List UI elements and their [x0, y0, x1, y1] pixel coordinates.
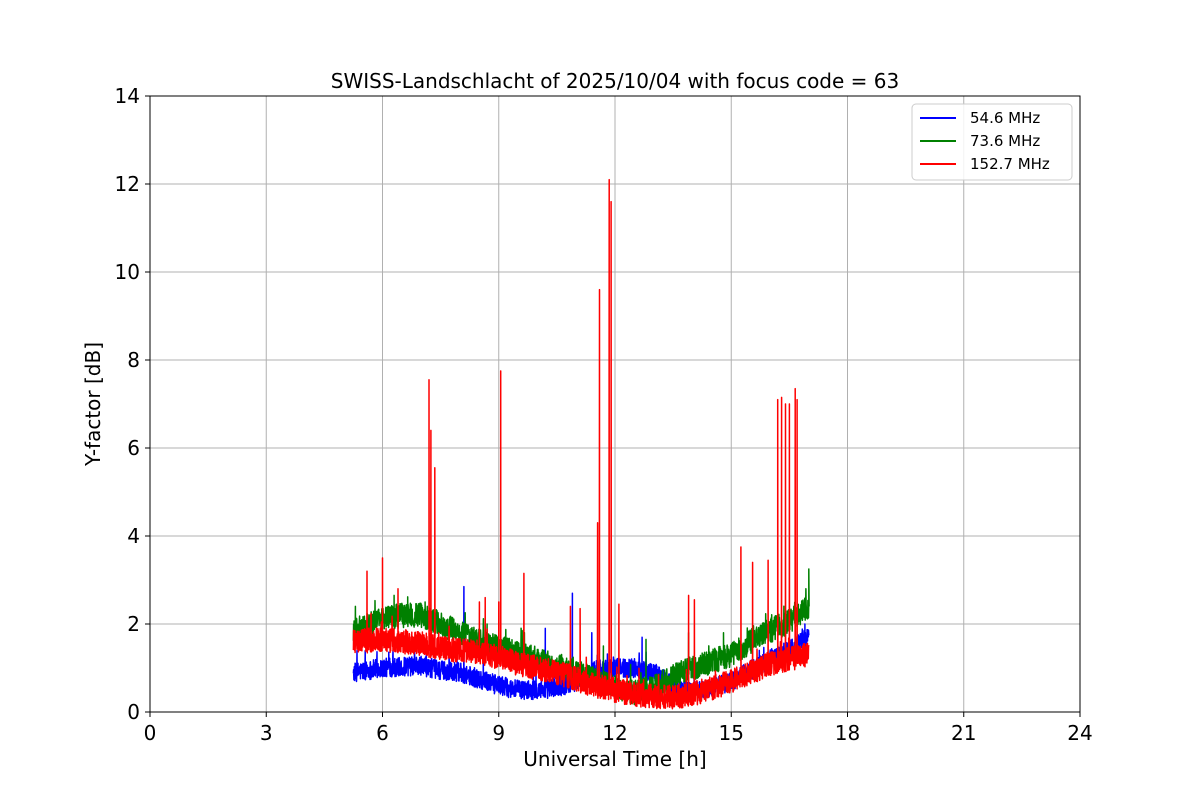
- chart-title: SWISS-Landschlacht of 2025/10/04 with fo…: [331, 69, 899, 93]
- y-tick-label: 12: [115, 172, 140, 196]
- legend-box: [911, 103, 1073, 181]
- x-tick-label: 15: [719, 721, 744, 745]
- legend-entry-label: 54.6 MHz: [970, 109, 1040, 127]
- x-tick-label: 3: [260, 721, 273, 745]
- x-axis-label: Universal Time [h]: [523, 747, 706, 771]
- x-tick-label: 6: [376, 721, 389, 745]
- y-tick-label: 2: [127, 612, 140, 636]
- x-tick-label: 18: [835, 721, 860, 745]
- x-tick-label: 9: [492, 721, 505, 745]
- y-tick-label: 4: [127, 524, 140, 548]
- y-tick-label: 14: [115, 84, 140, 108]
- y-tick-label: 8: [127, 348, 140, 372]
- series-line: [352, 178, 810, 710]
- y-axis-label: Y-factor [dB]: [81, 342, 105, 467]
- x-tick-label: 21: [951, 721, 976, 745]
- legend: 54.6 MHz 73.6 MHz 152.7 MHz: [911, 103, 1073, 181]
- legend-entry-label: 73.6 MHz: [970, 132, 1040, 150]
- x-axis: 0 3 6 9 12 15 18 21 24: [144, 712, 1093, 745]
- y-tick-label: 10: [115, 260, 140, 284]
- y-tick-label: 0: [127, 700, 140, 724]
- y-tick-label: 6: [127, 436, 140, 460]
- x-tick-label: 24: [1067, 721, 1092, 745]
- x-tick-label: 12: [602, 721, 627, 745]
- legend-entry-label: 152.7 MHz: [970, 155, 1050, 173]
- series-layer: [352, 178, 810, 710]
- y-axis: 0 2 4 6 8 10 12 14: [115, 84, 150, 724]
- x-tick-label: 0: [144, 721, 157, 745]
